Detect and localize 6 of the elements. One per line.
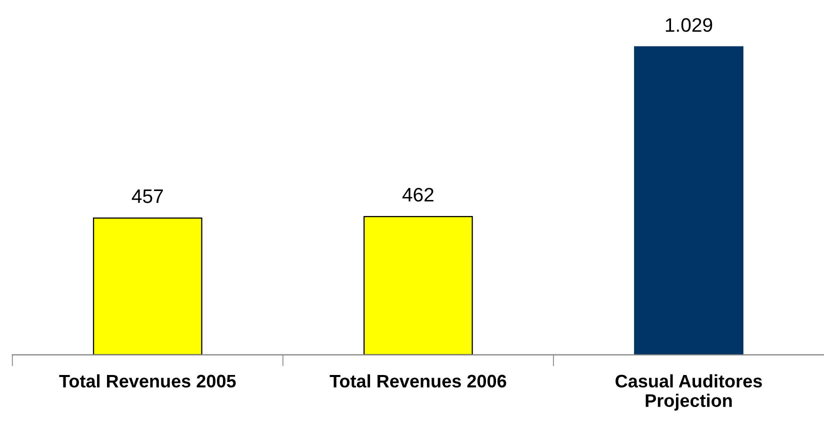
x-tick-label: Total Revenues 2006 bbox=[330, 374, 506, 388]
data-label: 457 bbox=[132, 190, 163, 204]
data-label: 462 bbox=[402, 188, 434, 202]
x-tick-label: Total Revenues 2005 bbox=[59, 374, 236, 388]
data-label: 1.029 bbox=[666, 18, 712, 32]
x-tick-label: Casual Auditores Projection bbox=[616, 374, 762, 411]
